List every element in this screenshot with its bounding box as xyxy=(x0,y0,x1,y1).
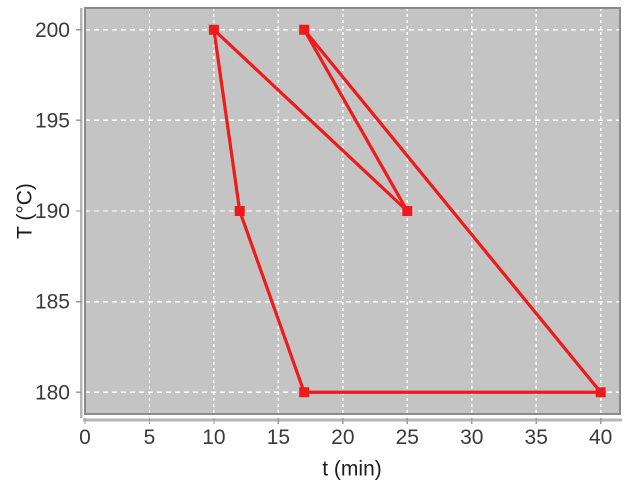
x-tick-label: 15 xyxy=(267,426,290,449)
data-point-marker[interactable] xyxy=(234,206,245,216)
x-tick-label: 20 xyxy=(331,426,354,449)
y-tick-labels: 180 185 190 195 200 xyxy=(35,19,70,405)
y-tick-label: 180 xyxy=(35,381,70,404)
tick-marks xyxy=(76,29,602,424)
data-point-marker[interactable] xyxy=(595,387,606,398)
x-tick-labels: 0 5 10 15 20 25 30 35 40 xyxy=(79,426,612,449)
y-tick-label: 190 xyxy=(35,200,70,223)
data-point-marker[interactable] xyxy=(299,24,310,35)
y-tick-label: 200 xyxy=(35,19,70,42)
data-point-marker[interactable] xyxy=(299,387,310,398)
y-axis-title: T (°C) xyxy=(14,183,37,239)
data-point-marker[interactable] xyxy=(208,24,219,35)
x-axis-title: t (min) xyxy=(322,458,382,480)
x-tick-label: 5 xyxy=(144,426,156,449)
y-tick-label: 185 xyxy=(35,291,70,314)
plot-frame xyxy=(79,7,622,422)
x-tick-label: 35 xyxy=(525,426,548,449)
x-tick-label: 10 xyxy=(202,426,225,449)
x-tick-label: 0 xyxy=(79,426,91,449)
data-point-marker[interactable] xyxy=(402,206,413,216)
x-tick-label: 40 xyxy=(589,426,612,449)
data-marker-layer[interactable] xyxy=(208,24,606,398)
plot-border xyxy=(84,7,621,415)
x-tick-label: 30 xyxy=(460,426,483,449)
x-tick-label: 25 xyxy=(396,426,419,449)
y-tick-label: 195 xyxy=(35,109,70,132)
